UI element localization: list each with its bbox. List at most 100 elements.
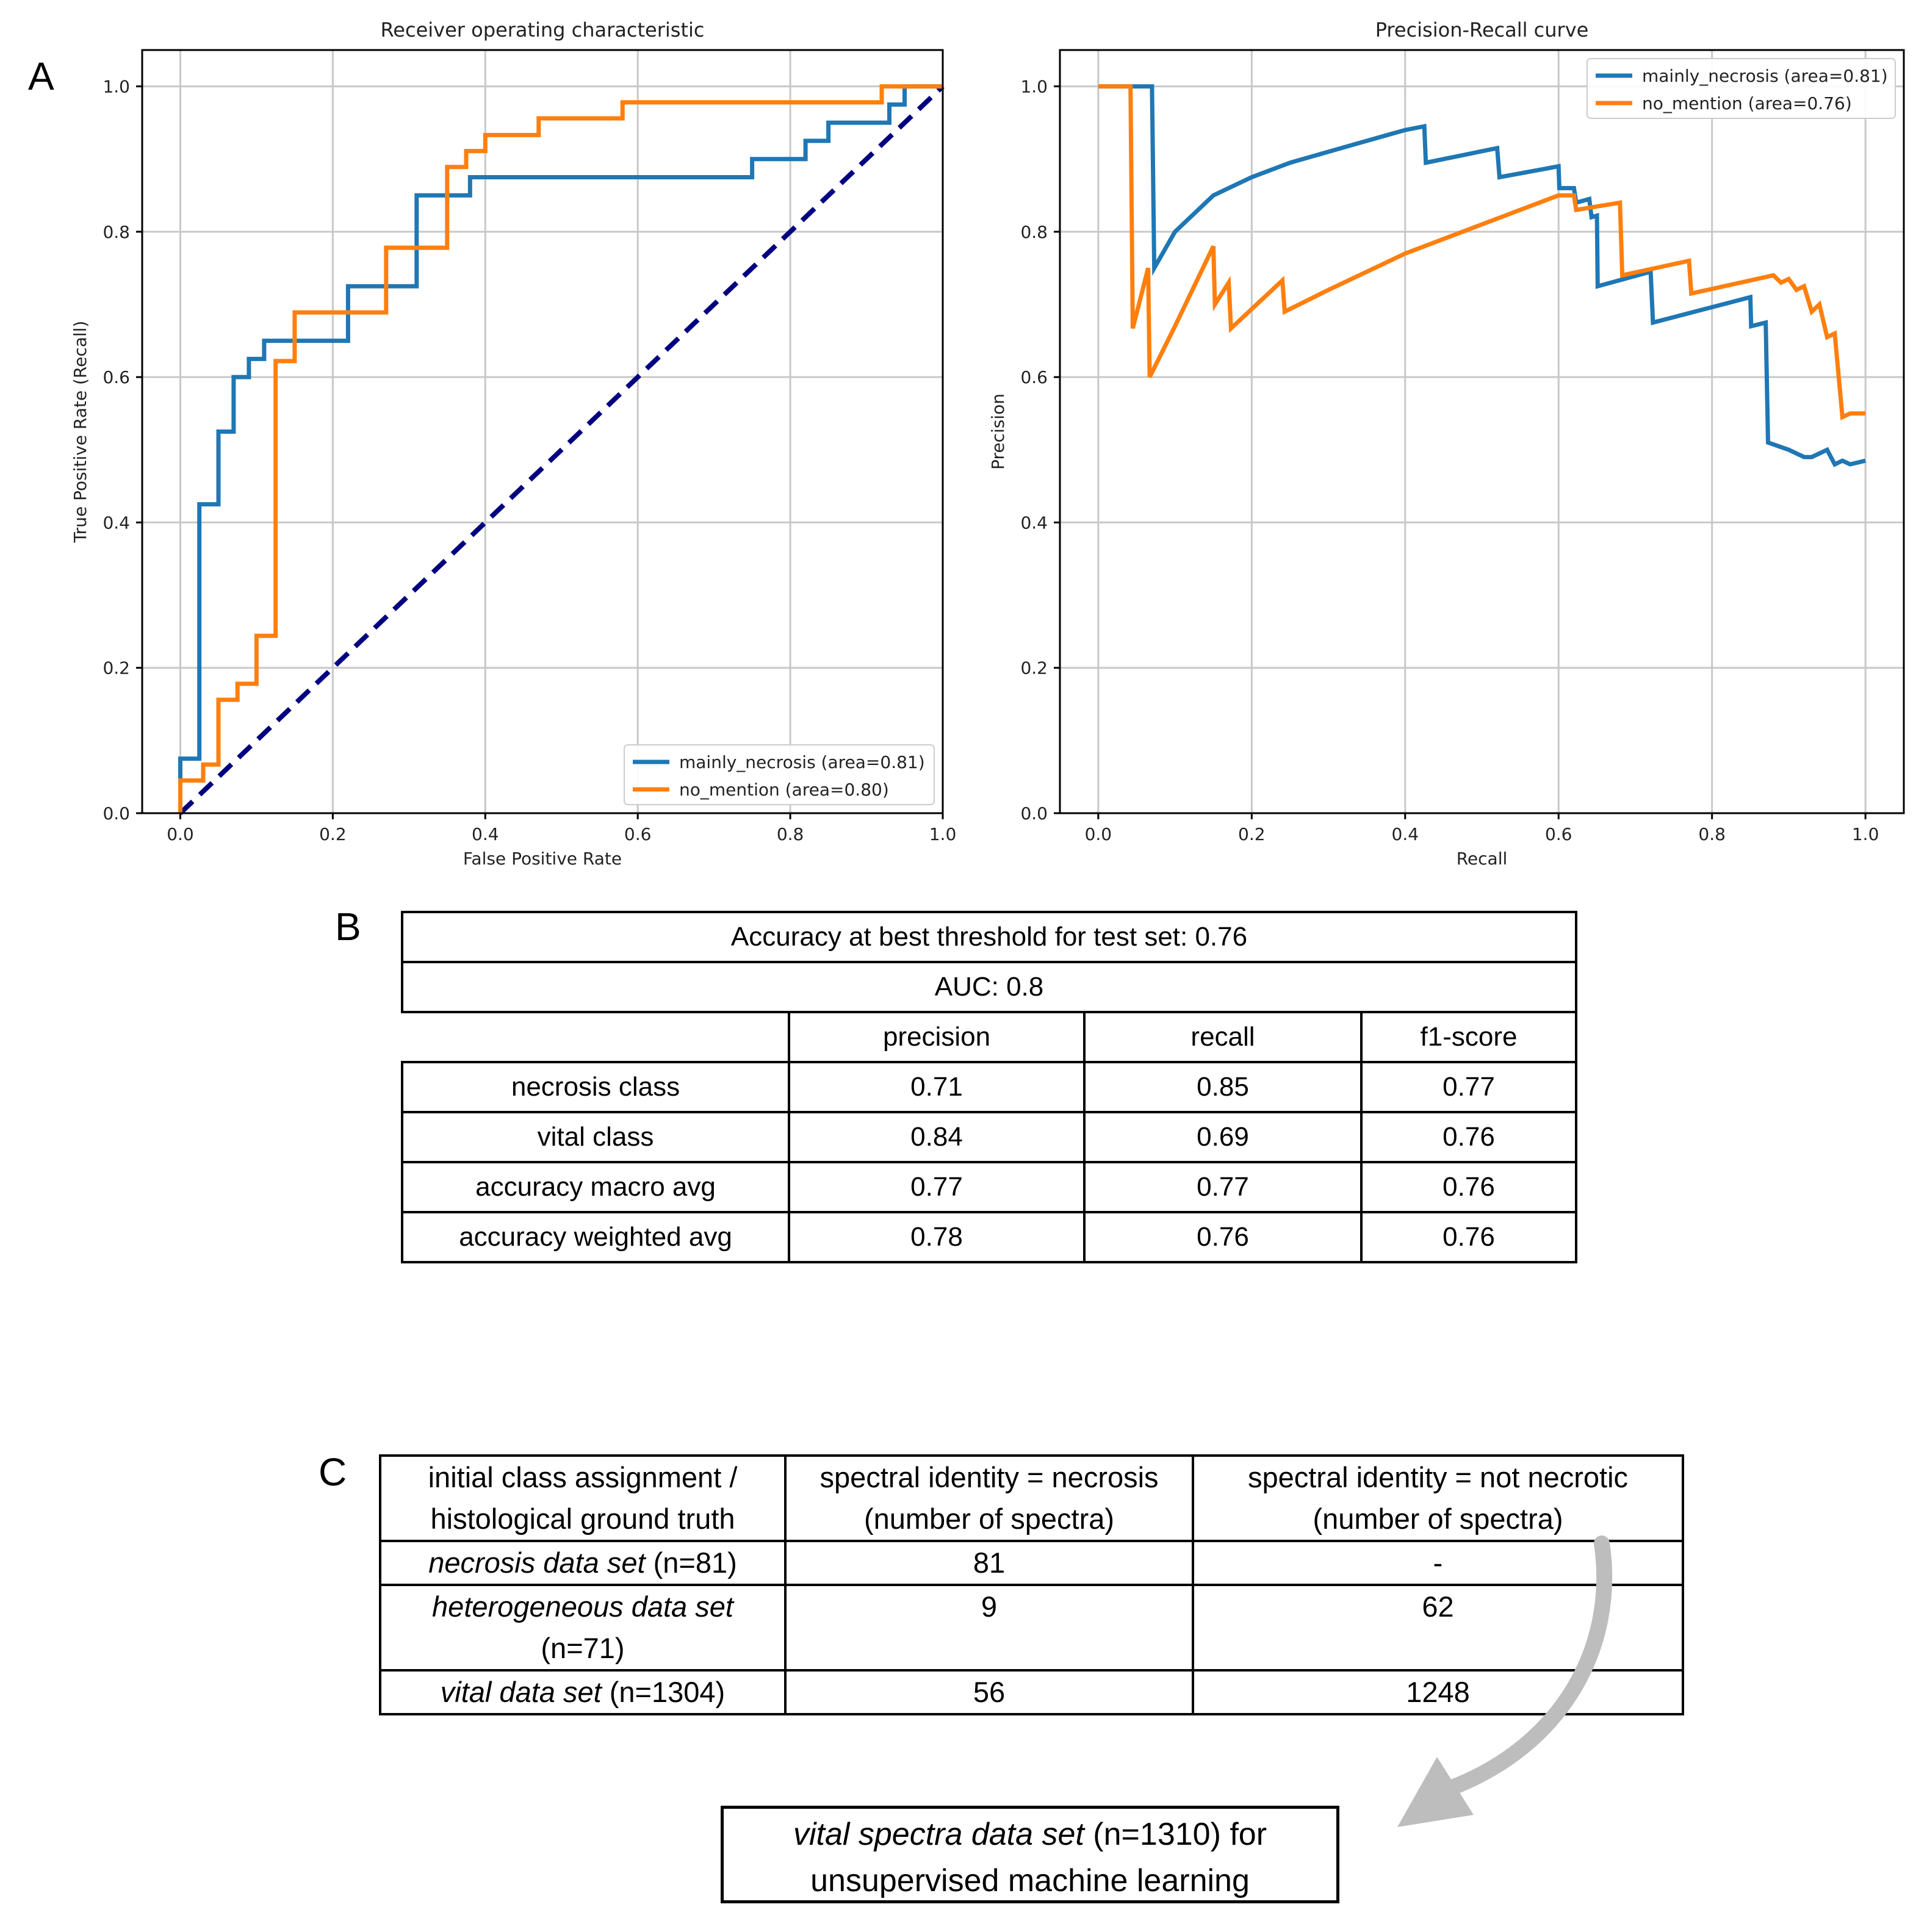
table-cell: 81 bbox=[784, 1540, 1194, 1586]
table-row: heterogeneous data set (n=71) 9 62 bbox=[379, 1584, 1684, 1672]
x-axis-label: False Positive Rate bbox=[463, 849, 622, 869]
table-row: accuracy weighted avg 0.78 0.76 0.76 bbox=[401, 1211, 1577, 1263]
y-tick-label: 0.8 bbox=[103, 222, 130, 242]
x-tick-label: 0.4 bbox=[1392, 824, 1419, 844]
x-tick-label: 0.8 bbox=[1698, 824, 1726, 844]
table-row: Accuracy at best threshold for test set:… bbox=[401, 911, 1577, 963]
x-axis-label: Recall bbox=[1457, 849, 1508, 869]
output-rest: (n=1310) for bbox=[1084, 1817, 1267, 1852]
y-tick-label: 0.4 bbox=[103, 512, 130, 533]
row-label-italic: heterogeneous data set bbox=[432, 1590, 733, 1623]
y-tick-label: 0.4 bbox=[1020, 512, 1048, 533]
y-tick-label: 1.0 bbox=[103, 77, 130, 97]
column-header: f1-score bbox=[1360, 1011, 1577, 1063]
x-tick-label: 0.0 bbox=[167, 824, 194, 844]
metrics-table: Accuracy at best threshold for test set:… bbox=[401, 911, 1577, 1263]
y-axis-label: Precision bbox=[988, 393, 1008, 470]
panel-label-c: C bbox=[319, 1450, 347, 1494]
column-header: initial class assignment / histological … bbox=[379, 1454, 787, 1542]
row-label: necrosis class bbox=[401, 1061, 790, 1113]
x-tick-label: 0.2 bbox=[319, 824, 347, 844]
row-label: accuracy macro avg bbox=[401, 1161, 790, 1213]
row-label-count: (n=1304) bbox=[601, 1676, 726, 1708]
chart-title: Receiver operating characteristic bbox=[381, 18, 705, 41]
table-cell: 0.69 bbox=[1083, 1111, 1363, 1163]
auc-line: AUC: 0.8 bbox=[401, 961, 1577, 1013]
table-cell: 0.77 bbox=[788, 1161, 1086, 1213]
chart-1: 0.0 0.2 0.4 0.6 0.8 1.0 0.0 0.2 0.4 0.6 0.8 1.0 Rece… bbox=[70, 18, 956, 869]
table-cell: 1248 bbox=[1192, 1669, 1684, 1715]
table-row: vital class 0.84 0.69 0.76 bbox=[401, 1111, 1577, 1163]
legend-box bbox=[624, 744, 935, 805]
chart-2: 0.0 0.2 0.4 0.6 0.8 1.0 0.0 0.2 0.4 0.6 0.8 1.0 Prec… bbox=[988, 18, 1905, 869]
table-cell: 0.76 bbox=[1360, 1111, 1577, 1163]
legend-label-1: mainly_necrosis (area=0.81) bbox=[1642, 66, 1888, 86]
table-row: necrosis data set (n=81) 81 - bbox=[379, 1540, 1684, 1586]
table-cell: 0.77 bbox=[1083, 1161, 1363, 1213]
column-header: spectral identity = not necrotic (number… bbox=[1192, 1454, 1684, 1542]
series-line-2 bbox=[178, 84, 943, 813]
table-header-row: precision recall f1-score bbox=[401, 1011, 1577, 1063]
empty-cell bbox=[401, 1011, 790, 1063]
output-line-2: unsupervised machine learning bbox=[810, 1863, 1250, 1898]
header-line: histological ground truth bbox=[430, 1503, 735, 1535]
panel-a-charts: 0.0 0.2 0.4 0.6 0.8 1.0 0.0 0.2 0.4 0.6 0.8 1.0 Rece… bbox=[70, 18, 1905, 869]
series-line-1 bbox=[178, 84, 943, 813]
y-tick-label: 0.8 bbox=[1020, 222, 1048, 242]
chart-title: Precision-Recall curve bbox=[1375, 18, 1589, 41]
chance-diagonal-line bbox=[178, 84, 945, 815]
table-cell: 0.71 bbox=[788, 1061, 1086, 1113]
table-row: AUC: 0.8 bbox=[401, 961, 1577, 1013]
y-tick-label: 0.6 bbox=[103, 367, 130, 387]
panel-label-b: B bbox=[335, 905, 361, 949]
x-tick-label: 0.8 bbox=[777, 824, 804, 844]
y-tick-label: 0.6 bbox=[1020, 367, 1048, 387]
table-cell: 0.76 bbox=[1360, 1161, 1577, 1213]
spectra-table: initial class assignment / histological … bbox=[379, 1454, 1684, 1715]
x-tick-label: 0.6 bbox=[624, 824, 652, 844]
legend: mainly_necrosis (area=0.81) no_mention (a… bbox=[1587, 58, 1896, 119]
table-cell: 0.78 bbox=[788, 1211, 1086, 1263]
y-tick-label: 0.0 bbox=[103, 803, 130, 824]
x-tick-label: 0.4 bbox=[472, 824, 499, 844]
row-label-italic: vital data set bbox=[440, 1676, 602, 1708]
table-cell: 0.85 bbox=[1083, 1061, 1363, 1113]
table-header-row: initial class assignment / histological … bbox=[379, 1454, 1684, 1542]
row-label-count: (n=71) bbox=[541, 1632, 625, 1664]
legend-label-1: mainly_necrosis (area=0.81) bbox=[679, 752, 925, 772]
y-axis-label: True Positive Rate (Recall) bbox=[70, 321, 90, 544]
column-header: recall bbox=[1083, 1011, 1363, 1063]
legend-label-2: no_mention (area=0.76) bbox=[1642, 93, 1852, 113]
table-cell: - bbox=[1192, 1540, 1684, 1586]
series-line-2 bbox=[1098, 84, 1866, 421]
column-header: precision bbox=[788, 1011, 1086, 1063]
x-tick-label: 0.0 bbox=[1085, 824, 1112, 844]
header-line: (number of spectra) bbox=[863, 1503, 1115, 1535]
legend-label-2: no_mention (area=0.80) bbox=[679, 780, 889, 800]
output-italic: vital spectra data set bbox=[793, 1817, 1084, 1852]
table-cell: 0.77 bbox=[1360, 1061, 1577, 1113]
table-cell: 9 bbox=[784, 1584, 1194, 1672]
row-label: necrosis data set (n=81) bbox=[379, 1540, 787, 1586]
row-label-count: (n=81) bbox=[645, 1546, 737, 1579]
table-row: necrosis class 0.71 0.85 0.77 bbox=[401, 1061, 1577, 1113]
output-box: vital spectra data set (n=1310) for unsu… bbox=[721, 1806, 1339, 1903]
output-line-1: vital spectra data set (n=1310) for bbox=[724, 1811, 1336, 1858]
row-label: heterogeneous data set (n=71) bbox=[379, 1584, 787, 1672]
row-label: vital data set (n=1304) bbox=[379, 1669, 787, 1715]
legend-box bbox=[1587, 58, 1896, 119]
row-label: vital class bbox=[401, 1111, 790, 1163]
x-tick-label: 0.6 bbox=[1545, 824, 1572, 844]
plot-frame bbox=[1059, 49, 1905, 814]
y-tick-label: 0.2 bbox=[103, 658, 130, 678]
legend: mainly_necrosis (area=0.81) no_mention (a… bbox=[624, 744, 935, 805]
table-cell: 0.76 bbox=[1360, 1211, 1577, 1263]
row-label: accuracy weighted avg bbox=[401, 1211, 790, 1263]
table-cell: 0.76 bbox=[1083, 1211, 1363, 1263]
y-tick-label: 1.0 bbox=[1020, 77, 1048, 97]
x-tick-label: 0.2 bbox=[1238, 824, 1266, 844]
header-line: spectral identity = necrosis bbox=[819, 1461, 1159, 1493]
header-line: spectral identity = not necrotic bbox=[1247, 1461, 1629, 1493]
table-cell: 0.84 bbox=[788, 1111, 1086, 1163]
header-line: initial class assignment / bbox=[428, 1461, 738, 1493]
